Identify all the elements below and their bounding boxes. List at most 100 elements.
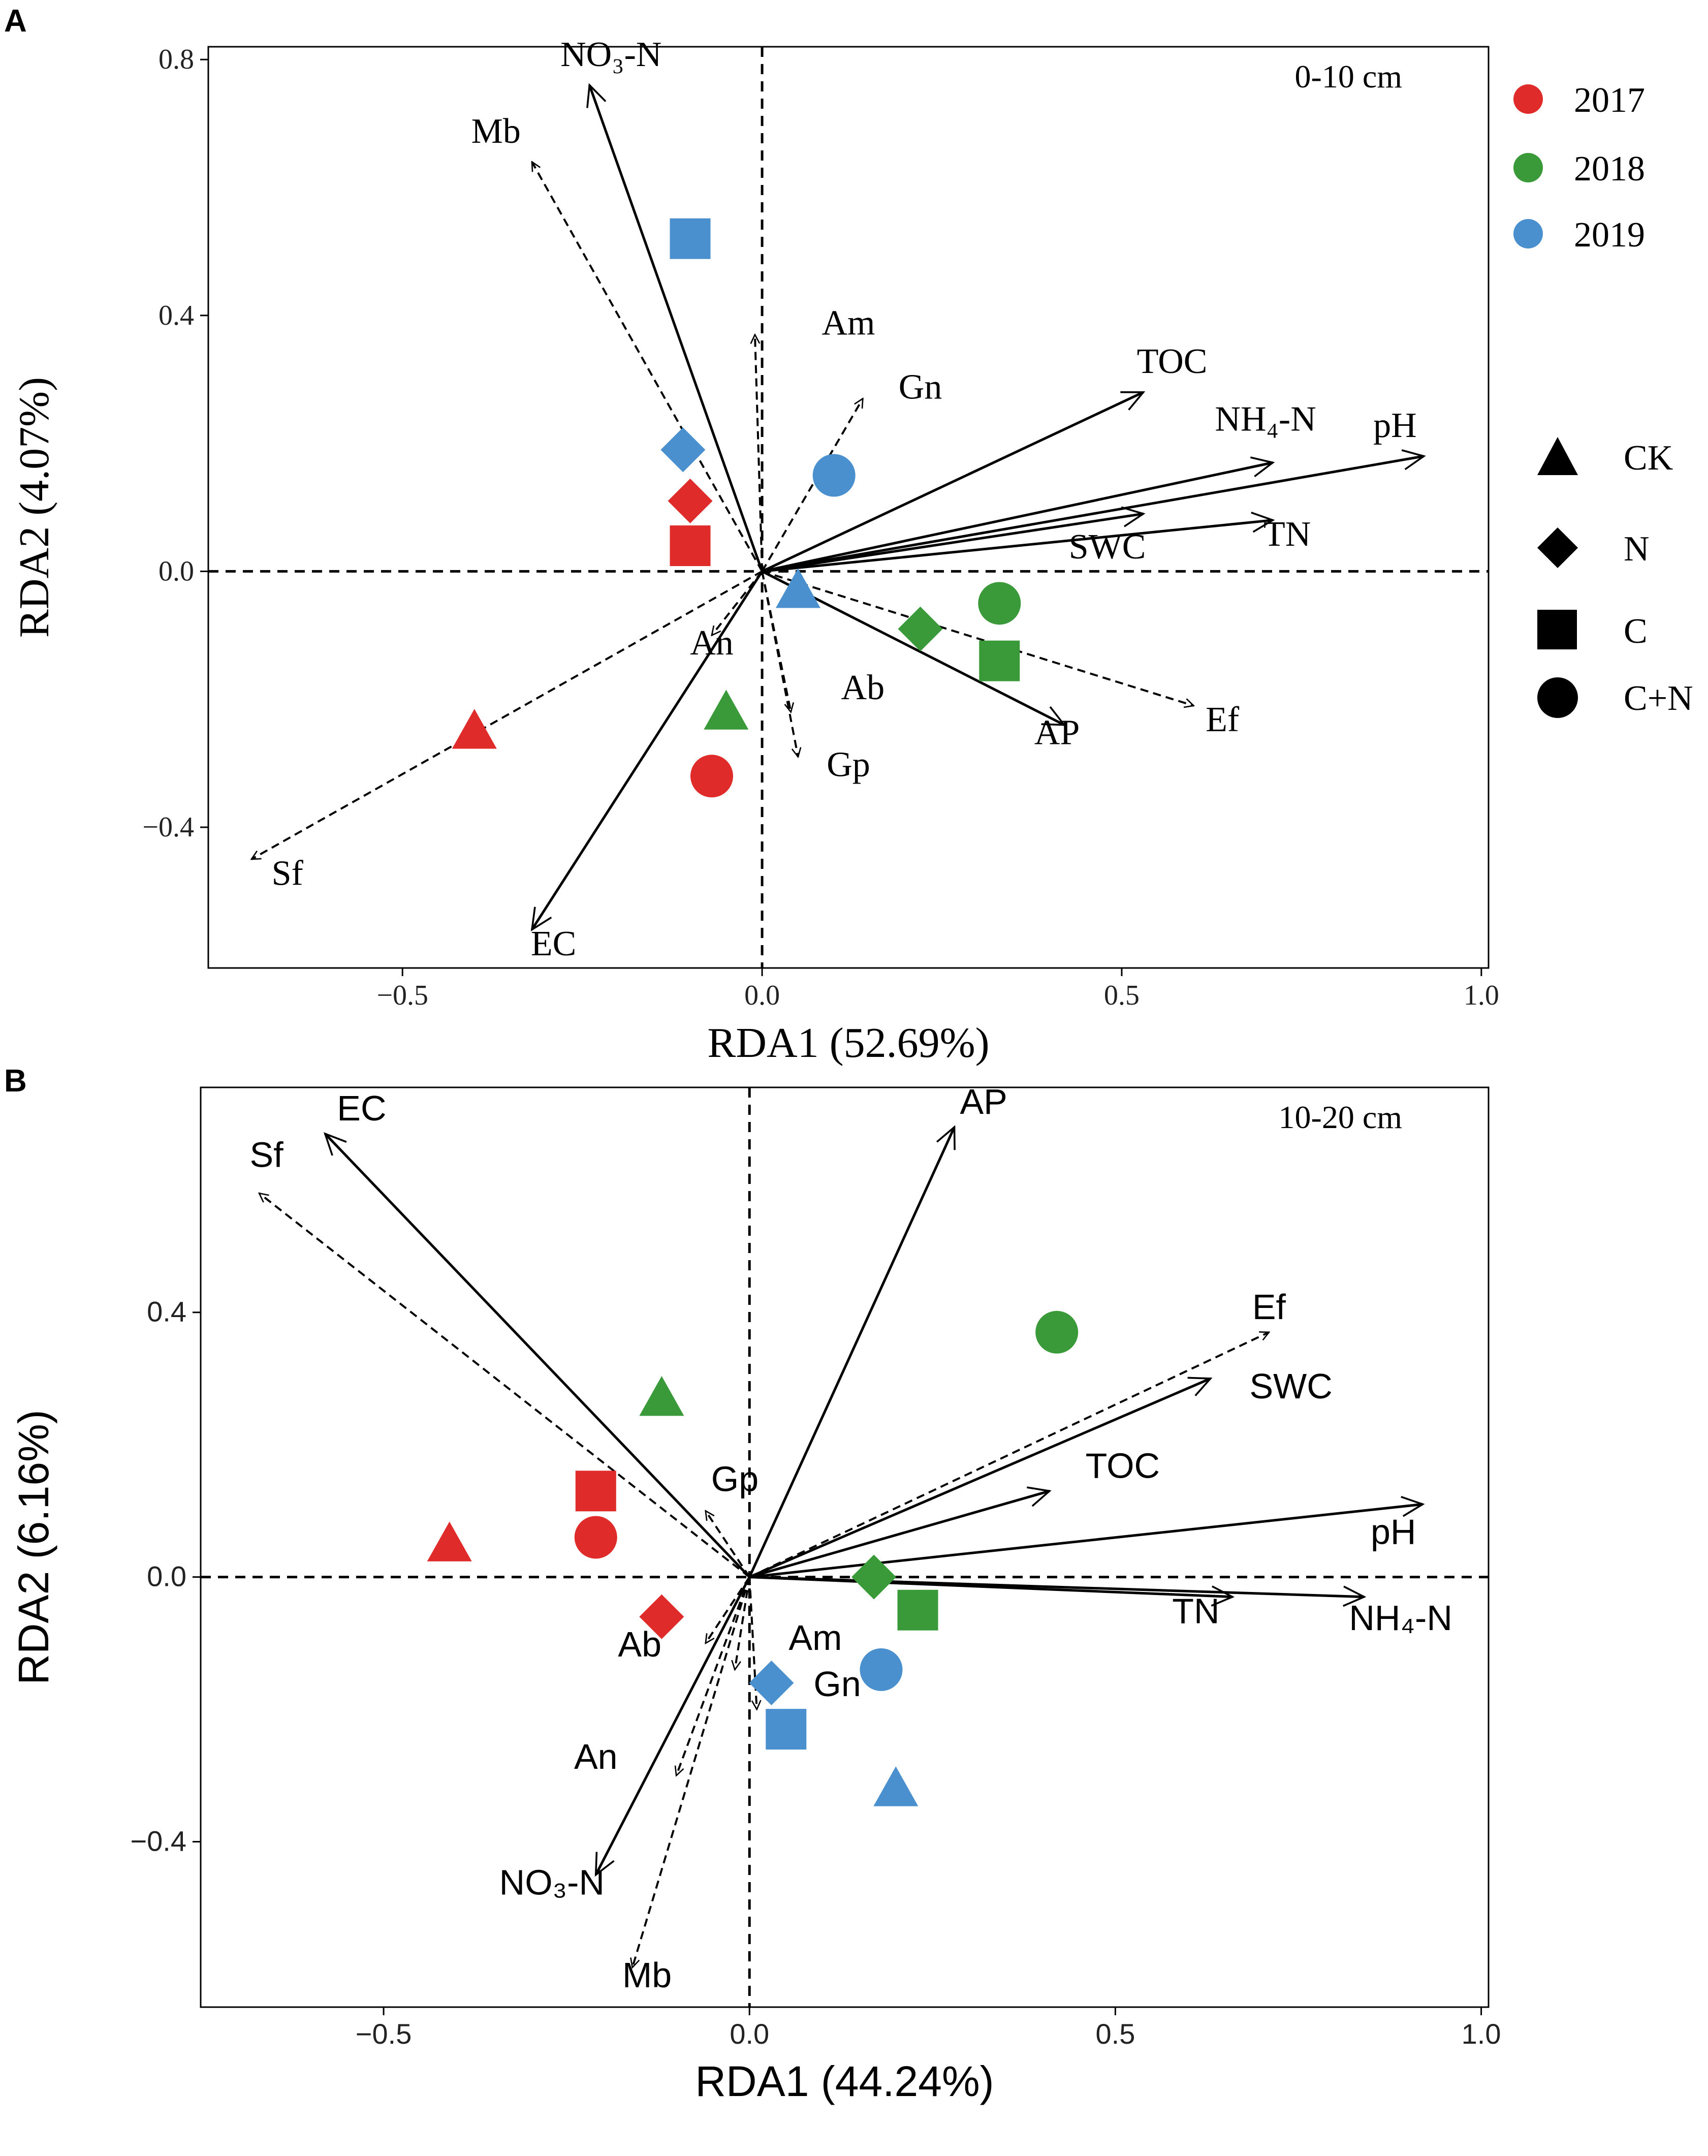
plot-frame [200,1086,1490,2008]
arrow-tn [762,511,1275,573]
arrow-sf [251,570,763,860]
legend-n-label: N [1624,529,1650,569]
arrow-swc [762,506,1146,573]
point-2017-c [575,1471,616,1512]
y-tick-label: −0.4 [142,811,194,843]
point-2017-cnn [574,1516,617,1559]
arrow-label-tn: TN [1172,1591,1219,1631]
arrow-label-no3-n: NO₃-N [499,1863,605,1902]
arrow-toc [749,1486,1052,1579]
x-tick-label: 0.0 [730,2018,769,2050]
point-2017-c [670,525,711,567]
arrow-label-gp: Gp [711,1459,758,1498]
arrow-label-swc: SWC [1249,1366,1332,1406]
point-2019-n [749,1660,794,1705]
panel-label: B [4,1064,27,1099]
point-2019-ck [775,568,820,608]
arrow-nh4-n [762,456,1275,573]
arrow-gp [705,1511,750,1578]
point-2019-c [766,1709,807,1750]
y-tick-label: 0.4 [159,300,194,331]
x-tick-label: 1.0 [1462,2018,1501,2050]
point-2017-ck [452,709,497,749]
arrow-ec [530,571,764,932]
point-2018-cnn [978,582,1021,625]
arrow-label-ec: EC [531,924,576,963]
arrow-label-ap: AP [1034,713,1080,752]
arrow-label-sf: Sf [250,1135,284,1174]
arrow-label-mb: Mb [471,112,521,151]
arrow-label-an: An [574,1737,618,1776]
arrow-gn [761,398,864,572]
point-2019-cnn [812,454,856,497]
arrow-nh4-n [749,1576,1367,1607]
point-2017-n [668,478,713,523]
triangle-icon [1537,437,1578,475]
y-tick-label: −0.4 [130,1825,186,1857]
arrow-label-nh4-n: NH₄-N [1215,399,1316,439]
arrow-label-ef: Ef [1252,1287,1286,1327]
legend-years: 2017 2018 2019 [1513,81,1645,255]
arrow-am [735,1577,751,1670]
arrow-ec [323,1132,751,1578]
arrow-label-sf: Sf [272,854,304,893]
arrow-ph [762,449,1426,573]
arrow-an [712,571,763,635]
arrow-sf [259,1193,750,1578]
arrow-toc [762,391,1146,573]
legend-2017-label: 2017 [1574,81,1645,120]
point-2017-cnn [690,755,734,798]
depth-label: 0-10 cm [1295,58,1403,95]
arrow-label-am: Am [788,1618,842,1658]
arrow-label-gn: Gn [899,367,942,407]
arrow-label-nh4-n: NH₄-N [1349,1598,1452,1638]
y-axis-label: RDA2 (4.07%) [11,377,58,638]
y-tick-label: 0.0 [147,1560,186,1592]
y-tick-label: 0.4 [147,1296,186,1328]
x-tick-label: −0.5 [356,2018,412,2050]
point-2018-c [897,1589,938,1631]
arrow-gp [761,571,798,757]
point-2019-ck [873,1766,919,1806]
depth-label: 10-20 cm [1279,1099,1403,1135]
arrow-label-ph: pH [1373,406,1417,445]
arrow-label-ef: Ef [1206,700,1240,739]
legend-2018-label: 2018 [1574,149,1645,189]
panel-b: B −0.5 0.0 0.5 1.0 −0.4 0.0 0.4 EC AP SWC TOC pH TN… [4,1064,1501,2105]
legend-c-label: C [1624,612,1648,651]
panel-label: A [4,4,27,39]
x-tick-label: −0.5 [376,980,428,1011]
arrow-mb [632,1577,751,1967]
arrow-label-tn: TN [1263,515,1311,554]
legend-cn-label: C+N [1624,679,1693,718]
arrow-ab [705,1576,750,1643]
legend-2017-marker [1513,84,1543,114]
y-axis-label: RDA2 (6.16%) [10,1410,57,1685]
legend-2019-marker [1513,219,1543,248]
x-tick-label: 0.5 [1104,980,1140,1011]
arrow-label-ap: AP [960,1082,1007,1121]
arrow-mb [531,162,763,572]
point-2018-n [851,1554,897,1600]
point-2018-ck [704,690,749,730]
arrow-ap [748,1125,956,1578]
arrow-label-gn: Gn [813,1664,861,1704]
point-2018-ck [639,1376,684,1416]
arrow-no3-n [586,83,764,572]
circle-icon [1537,677,1578,718]
square-icon [1537,610,1577,649]
arrow-ef [762,570,1193,705]
legend-treatments: CK N C C+N [1537,437,1693,718]
panel-a: A −0.5 0.0 0.5 1.0 −0.4 0.0 0.4 0.8 NO₃-N TOCNH₄… [4,4,1499,1067]
point-2019-n [660,427,706,473]
arrow-label-ab: Ab [841,668,885,707]
x-tick-label: 0.0 [744,980,780,1011]
arrow-label-swc: SWC [1069,527,1146,567]
x-tick-label: 1.0 [1464,980,1499,1011]
legend-2018-marker [1513,153,1543,182]
arrow-label-no3-n: NO₃-N [560,35,661,74]
y-tick-label: 0.8 [159,44,194,75]
arrow-an [676,1576,751,1776]
point-2018-n [898,606,943,651]
